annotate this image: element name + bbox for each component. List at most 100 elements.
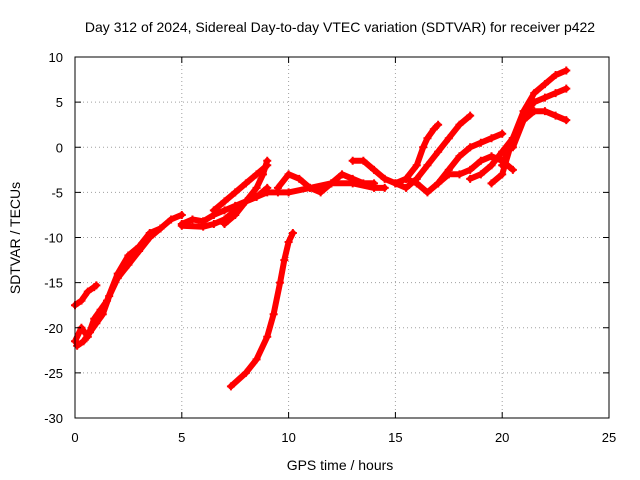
data-point xyxy=(348,174,357,183)
data-point xyxy=(530,107,539,116)
data-point xyxy=(305,183,314,192)
data-point xyxy=(188,215,197,224)
data-point xyxy=(83,287,92,296)
data-point xyxy=(466,143,475,152)
data-point xyxy=(455,170,464,179)
x-tick-label: 10 xyxy=(281,430,295,445)
series-line xyxy=(72,211,185,345)
y-tick-label: -10 xyxy=(44,231,63,246)
data-point xyxy=(476,156,485,165)
data-point xyxy=(551,89,560,98)
data-point xyxy=(231,210,240,219)
data-point xyxy=(498,161,507,170)
data-point xyxy=(269,310,278,319)
data-point xyxy=(79,337,88,346)
data-point xyxy=(276,278,285,287)
data-point xyxy=(402,174,411,183)
data-point xyxy=(434,147,443,156)
data-point xyxy=(348,156,357,165)
data-point xyxy=(402,183,411,192)
data-point xyxy=(241,179,250,188)
data-point xyxy=(167,215,176,224)
data-point xyxy=(551,71,560,80)
data-point xyxy=(258,170,267,179)
data-point xyxy=(498,170,507,179)
axis-ticks: 0 5 10 15 20 25 -30 -25 -20 -15 -10 -5 0 5 10 xyxy=(44,50,616,445)
data-point xyxy=(263,332,272,341)
data-point xyxy=(124,260,133,269)
data-point xyxy=(562,66,571,75)
data-point xyxy=(105,292,114,301)
x-tick-label: 0 xyxy=(71,430,78,445)
data-point xyxy=(295,174,304,183)
x-axis-label: GPS time / hours xyxy=(287,457,394,473)
series-line xyxy=(274,171,377,196)
x-tick-label: 20 xyxy=(495,430,509,445)
data-point xyxy=(85,328,94,337)
data-point xyxy=(562,84,571,93)
data-point xyxy=(284,238,293,247)
data-point xyxy=(487,134,496,143)
x-tick-label: 25 xyxy=(602,430,616,445)
series-line xyxy=(227,230,296,390)
data-point xyxy=(284,188,293,197)
data-point xyxy=(380,183,389,192)
data-point xyxy=(530,89,539,98)
data-point xyxy=(220,197,229,206)
chart-title: Day 312 of 2024, Sidereal Day-to-day VTE… xyxy=(85,19,595,35)
data-point xyxy=(263,188,272,197)
data-point xyxy=(429,125,438,134)
data-point xyxy=(487,161,496,170)
data-point xyxy=(412,161,421,170)
x-tick-label: 5 xyxy=(178,430,185,445)
data-point xyxy=(273,183,282,192)
data-point xyxy=(412,179,421,188)
data-point xyxy=(113,274,122,283)
data-point xyxy=(98,310,107,319)
data-point xyxy=(263,156,272,165)
data-point xyxy=(252,355,261,364)
data-point xyxy=(551,111,560,120)
grid xyxy=(75,57,609,418)
data-point xyxy=(455,120,464,129)
data-point xyxy=(226,382,235,391)
data-point xyxy=(434,120,443,129)
data-point xyxy=(280,256,289,265)
y-tick-label: -15 xyxy=(44,276,63,291)
data-point xyxy=(419,143,428,152)
data-point xyxy=(135,247,144,256)
data-point xyxy=(370,165,379,174)
data-series xyxy=(71,66,571,391)
data-point xyxy=(540,93,549,102)
data-point xyxy=(370,179,379,188)
data-point xyxy=(220,219,229,228)
data-point xyxy=(466,111,475,120)
y-tick-label: 0 xyxy=(56,140,63,155)
series-line xyxy=(178,180,388,230)
data-point xyxy=(209,206,218,215)
data-point xyxy=(241,197,250,206)
data-point xyxy=(252,192,261,201)
data-point xyxy=(508,165,517,174)
data-point xyxy=(508,143,517,152)
data-point xyxy=(92,281,101,290)
data-point xyxy=(487,179,496,188)
data-point xyxy=(359,179,368,188)
y-axis-label: SDTVAR / TECUs xyxy=(7,182,23,294)
data-point xyxy=(284,170,293,179)
series-line xyxy=(72,282,100,309)
data-point xyxy=(434,179,443,188)
y-tick-label: 5 xyxy=(56,95,63,110)
data-point xyxy=(380,174,389,183)
data-point xyxy=(145,233,154,242)
data-point xyxy=(73,341,82,350)
data-point xyxy=(231,188,240,197)
data-point xyxy=(423,161,432,170)
data-point xyxy=(338,170,346,179)
y-tick-label: -20 xyxy=(44,321,63,336)
data-point xyxy=(316,188,325,197)
series-line xyxy=(392,112,474,191)
data-point xyxy=(476,138,485,147)
data-point xyxy=(288,228,297,237)
